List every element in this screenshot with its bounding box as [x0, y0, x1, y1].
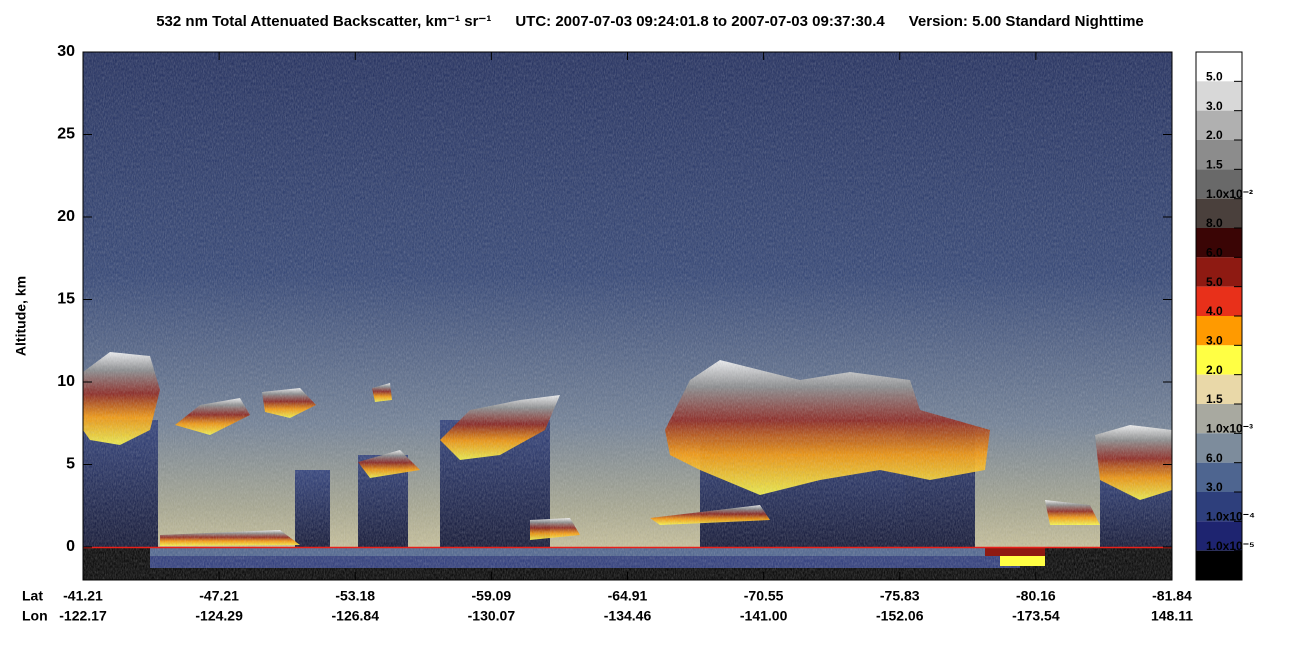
colorbar-block — [1196, 492, 1242, 522]
y-tick-label: 5 — [66, 456, 75, 473]
y-tick-label: 10 — [57, 373, 75, 390]
lon-label: Lon — [22, 608, 48, 624]
colorbar-block — [1196, 521, 1242, 551]
colorbar-label: 1.0x10⁻² — [1206, 187, 1253, 201]
colorbar-label: 1.0x10⁻⁵ — [1206, 539, 1255, 553]
lat-label: Lat — [22, 588, 43, 604]
lat-tick-label: -59.09 — [472, 588, 512, 604]
lon-tick-label: -124.29 — [195, 608, 243, 624]
colorbar-label: 3.0 — [1206, 334, 1223, 348]
lat-tick-label: -53.18 — [335, 588, 375, 604]
colorbar-block — [1196, 316, 1242, 346]
colorbar-label: 5.0 — [1206, 275, 1223, 289]
lon-tick-label: -134.46 — [604, 608, 652, 624]
colorbar-block — [1196, 345, 1242, 375]
y-tick-label: 30 — [57, 43, 75, 60]
colorbar-label: 5.0 — [1206, 70, 1223, 84]
lon-tick-label: -141.00 — [740, 608, 788, 624]
lon-tick-label: -122.17 — [59, 608, 107, 624]
colorbar-label: 8.0 — [1206, 216, 1223, 230]
colorbar-label: 4.0 — [1206, 304, 1223, 318]
colorbar-block — [1196, 81, 1242, 111]
colorbar-label: 6.0 — [1206, 451, 1223, 465]
colorbar-block — [1196, 257, 1242, 287]
lon-tick-label: -173.54 — [1012, 608, 1060, 624]
y-axis-label: Altitude, km — [13, 276, 29, 356]
lat-tick-label: -47.21 — [199, 588, 239, 604]
colorbar-label: 6.0 — [1206, 246, 1223, 260]
colorbar-label: 1.5 — [1206, 392, 1223, 406]
colorbar-label: 2.0 — [1206, 128, 1223, 142]
colorbar-block — [1196, 374, 1242, 404]
colorbar-block — [1196, 228, 1242, 258]
lat-tick-label: -75.83 — [880, 588, 920, 604]
colorbar-label: 1.0x10⁻³ — [1206, 422, 1253, 436]
colorbar-block — [1196, 462, 1242, 492]
y-tick-label: 15 — [57, 291, 75, 308]
lon-tick-label: -126.84 — [332, 608, 380, 624]
lat-tick-label: -41.21 — [63, 588, 103, 604]
lat-tick-label: -81.84 — [1152, 588, 1192, 604]
backscatter-image — [83, 52, 1172, 580]
lat-tick-label: -70.55 — [744, 588, 784, 604]
y-tick-label: 0 — [66, 538, 75, 555]
colorbar-label: 3.0 — [1206, 99, 1223, 113]
lat-tick-label: -80.16 — [1016, 588, 1056, 604]
colorbar-block — [1196, 198, 1242, 228]
colorbar-label: 2.0 — [1206, 363, 1223, 377]
y-tick-label: 20 — [57, 208, 75, 225]
colorbar-block — [1196, 550, 1242, 580]
colorbar-block — [1196, 404, 1242, 434]
colorbar-label: 1.5 — [1206, 158, 1223, 172]
colorbar-label: 1.0x10⁻⁴ — [1206, 510, 1255, 524]
colorbar-label: 3.0 — [1206, 480, 1223, 494]
lat-tick-label: -64.91 — [608, 588, 648, 604]
colorbar-block — [1196, 110, 1242, 140]
y-tick-label: 25 — [57, 126, 75, 143]
lon-tick-label: 148.11 — [1151, 608, 1193, 624]
colorbar-block — [1196, 286, 1242, 316]
chart-title: 532 nm Total Attenuated Backscatter, km⁻… — [156, 13, 1144, 30]
colorbar-block — [1196, 140, 1242, 170]
lon-tick-label: -130.07 — [468, 608, 516, 624]
colorbar-block — [1196, 433, 1242, 463]
colorbar-block — [1196, 169, 1242, 199]
colorbar-block — [1196, 52, 1242, 82]
lon-tick-label: -152.06 — [876, 608, 924, 624]
